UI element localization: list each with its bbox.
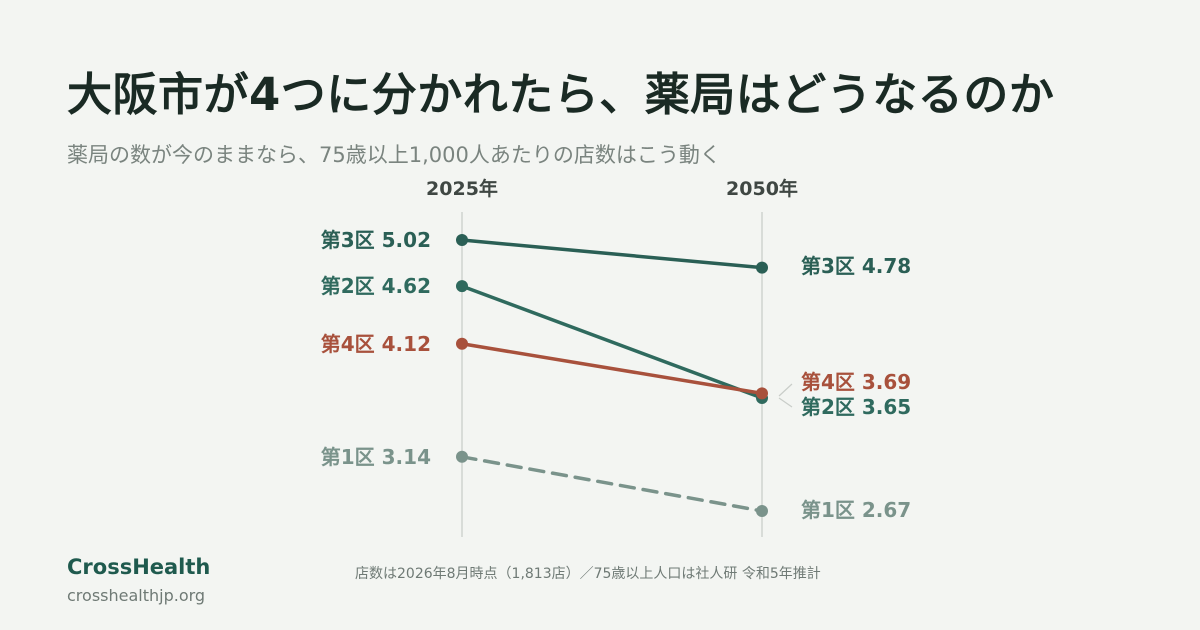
series-line-第1区 [460, 455, 764, 513]
leader-line [778, 397, 793, 408]
data-label: 第2区 3.65 [801, 395, 911, 419]
data-point [456, 337, 468, 350]
chart-title: 大阪市が4つに分かれたら、薬局はどうなるのか [67, 68, 1055, 121]
brand-name: CrossHealth [67, 555, 211, 579]
x-tick-label: 2050年 [726, 177, 798, 200]
data-label: 第4区 3.69 [801, 370, 911, 394]
source-note: 店数は2026年8月時点（1,813店）／75歳以上人口は社人研 令和5年推計 [355, 566, 821, 582]
x-tick-label: 2025年 [426, 177, 498, 200]
data-label: 第3区 4.78 [801, 254, 911, 278]
data-label: 第1区 2.67 [801, 498, 911, 522]
data-point [756, 261, 768, 274]
series-line-第3区 [460, 238, 764, 270]
data-label: 第2区 4.62 [321, 274, 431, 298]
brand-url: crosshealthjp.org [67, 586, 206, 605]
data-point [756, 387, 768, 400]
series-line-第4区 [460, 342, 764, 396]
data-label: 第1区 3.14 [321, 445, 431, 469]
data-label: 第4区 4.12 [321, 332, 431, 356]
data-label: 第3区 5.02 [321, 228, 431, 252]
data-point [456, 234, 468, 246]
leader-line [778, 383, 793, 397]
series-line-第2区 [460, 284, 764, 400]
data-point [456, 450, 468, 463]
data-point [456, 280, 468, 293]
chart-subtitle: 薬局の数が今のままなら、75歳以上1,000人あたりの店数はこう動く [67, 143, 721, 167]
data-point [756, 505, 768, 517]
